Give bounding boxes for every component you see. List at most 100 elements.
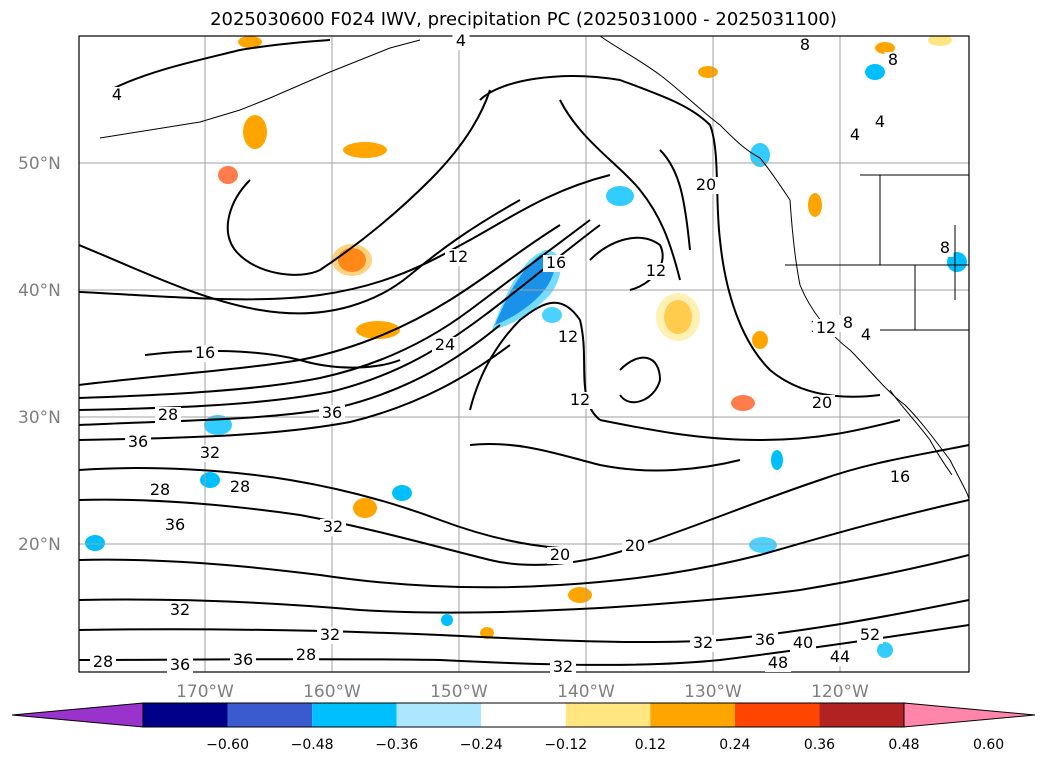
precip-blob: [606, 186, 634, 206]
contour-label: 8: [888, 50, 898, 69]
contour-label: 4: [875, 112, 885, 131]
colorbar-border: [142, 702, 905, 728]
contour-label: 16: [195, 343, 215, 362]
colorbar-tick-label: −0.60: [206, 737, 249, 753]
contour-label: 16: [546, 253, 566, 272]
contour-label: 40: [793, 633, 813, 652]
contour-label-bg: [445, 249, 471, 266]
contour-label-bg: [796, 37, 814, 54]
precip-blob: [928, 36, 952, 46]
contour-label: 32: [553, 657, 573, 676]
precip-blob: [480, 627, 494, 639]
precip-blob: [750, 143, 770, 167]
longitude-labels: 170°W 160°W 150°W 140°W 130°W 120°W: [176, 682, 869, 702]
precip-blob: [332, 244, 372, 276]
contour-label: 8: [800, 35, 810, 54]
contour-label-bg: [809, 395, 835, 412]
contour-label-bg: [192, 345, 218, 362]
colorbar-segment: [227, 703, 313, 727]
precip-blob: [356, 321, 400, 339]
precip-blob: [568, 587, 592, 603]
contour-label-bg: [567, 392, 593, 409]
precip-blob: [392, 485, 412, 501]
precip-blob: [875, 42, 895, 54]
contour-line: [589, 236, 664, 291]
contour-label: 32: [323, 517, 343, 536]
contour-label: 28: [158, 405, 178, 424]
contour-line: [479, 75, 881, 398]
state-borders: [785, 175, 969, 331]
colorbar: −0.60 −0.48 −0.36 −0.24 −0.12 0.12 0.24 0.36 0.4…: [11, 702, 1036, 753]
precip-blob: [877, 642, 893, 658]
contour-label: 20: [625, 536, 645, 555]
contour-label-bg: [790, 635, 816, 652]
colorbar-extend-high: [903, 702, 1036, 728]
contour-line: [469, 301, 601, 421]
contour-line: [469, 443, 741, 472]
baja-peninsula: [889, 389, 953, 476]
contour-label-bg: [884, 52, 902, 69]
contour-label: 52: [860, 625, 880, 644]
contour-line: [79, 344, 511, 441]
contour-label-bg: [155, 407, 181, 424]
contour-label-bg: [227, 479, 253, 496]
west-coast: [789, 199, 969, 501]
precip-blob: [441, 614, 453, 626]
lat-label-30n: 30°N: [18, 408, 61, 428]
contour-label: 4: [861, 325, 871, 344]
contour-label: 32: [170, 600, 190, 619]
contour-line: [79, 224, 601, 411]
contour-label: 12: [646, 261, 666, 280]
contour-label-bg: [319, 405, 345, 422]
aleutian-islands: [99, 39, 421, 139]
contour-label-bg: [871, 114, 889, 131]
contour-label-bg: [765, 655, 791, 672]
lat-label-50n: 50°N: [18, 154, 61, 174]
contour-label: 36: [165, 515, 185, 534]
colorbar-tick-label: −0.24: [460, 737, 503, 753]
colorbar-tick-label: 0.48: [888, 737, 919, 753]
contour-label: 8: [940, 238, 950, 257]
contour-label: 12: [570, 390, 590, 409]
contour-label-bg: [813, 320, 839, 337]
graticule: [79, 36, 969, 672]
precip-blob: [85, 535, 105, 551]
contour-label: 28: [93, 652, 113, 671]
precip-blob: [749, 537, 777, 553]
lat-label-20n: 20°N: [18, 535, 61, 555]
contour-label-bg: [543, 255, 569, 272]
contour-label-bg: [432, 337, 458, 354]
precip-blob: [731, 395, 755, 411]
precip-blob: [218, 166, 238, 184]
contour-line: [619, 356, 662, 404]
colorbar-segment: [396, 703, 482, 727]
precip-blob: [353, 498, 377, 518]
contour-label: 32: [320, 625, 340, 644]
contour-label-bg: [555, 329, 581, 346]
contour-line: [79, 199, 521, 315]
contour-line: [79, 554, 969, 614]
contour-label-bg: [320, 519, 346, 536]
contour-label-bg: [108, 87, 126, 104]
contour-label-bg: [846, 127, 864, 144]
contour-label-bg: [857, 327, 875, 344]
contour-line: [599, 419, 901, 442]
contour-label-bg: [90, 654, 116, 671]
contour-label: 20: [550, 545, 570, 564]
colorbar-extend-low: [11, 702, 144, 728]
contour-label: 4: [456, 31, 466, 50]
colorbar-tick-label: 0.12: [635, 737, 666, 753]
lon-label-130w: 130°W: [684, 682, 742, 702]
contour-label-bg: [197, 445, 223, 462]
colorbar-segment: [819, 703, 904, 727]
contour-label-bg: [147, 482, 173, 499]
contour-line: [226, 89, 491, 276]
lon-label-140w: 140°W: [557, 682, 615, 702]
colorbar-tick-label: −0.36: [375, 737, 418, 753]
colorbar-tick-label: −0.12: [544, 737, 587, 753]
contour-label: 24: [435, 335, 455, 354]
precip-blob: [752, 331, 768, 349]
contour-label-bg: [752, 632, 778, 649]
lon-label-170w: 170°W: [176, 682, 234, 702]
